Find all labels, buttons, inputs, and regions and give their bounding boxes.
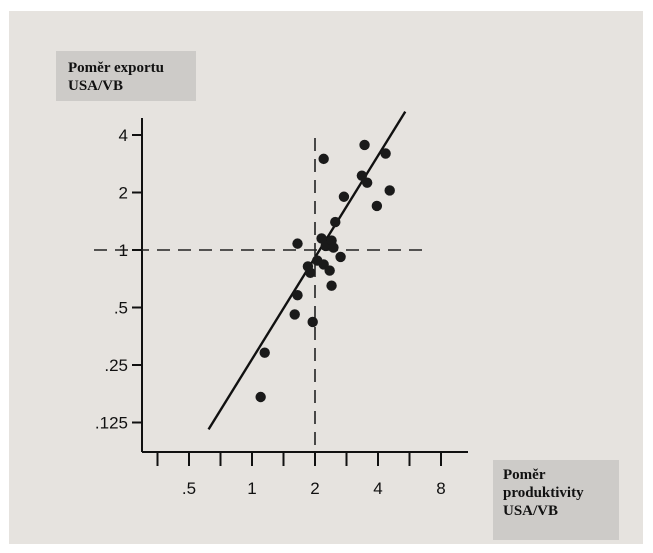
data-point: [380, 148, 391, 159]
y-tick-label: .125: [95, 414, 128, 433]
y-tick-label: .5: [114, 299, 128, 318]
data-point: [328, 242, 339, 253]
y-axis-label-box: Poměr exportu USA/VB: [56, 51, 196, 101]
data-point: [330, 216, 341, 228]
x-tick-label: 4: [373, 479, 382, 498]
reference-lines: [94, 138, 428, 452]
data-point: [307, 316, 318, 328]
y-tick-label: 4: [119, 126, 128, 145]
x-axis-label-line-2: produktivity: [503, 485, 584, 501]
data-point: [324, 265, 335, 276]
data-point: [259, 347, 270, 358]
y-axis-label-line-1: Poměr exportu: [68, 60, 164, 76]
x-axis-label-box: Poměr produktivity USA/VB: [493, 460, 619, 540]
y-axis-label-line-2: USA/VB: [68, 78, 124, 94]
data-point: [318, 153, 329, 165]
data-point: [356, 170, 368, 181]
data-point: [289, 309, 300, 320]
data-point: [338, 191, 350, 202]
data-point: [305, 267, 316, 278]
data-point: [361, 177, 373, 188]
data-point: [292, 289, 303, 301]
x-axis-label-line-1: Poměr: [503, 467, 546, 483]
data-point: [371, 200, 383, 212]
data-point: [384, 185, 395, 196]
data-points: [255, 139, 395, 403]
data-point: [255, 391, 266, 403]
y-tick-label: .25: [104, 356, 128, 375]
data-point: [326, 280, 337, 291]
data-point: [292, 238, 303, 249]
axes: [141, 118, 468, 453]
y-tick-label: 1: [119, 241, 128, 260]
y-tick-label: 2: [119, 184, 128, 203]
x-tick-label: .5: [182, 479, 196, 498]
ticks: .125 .25 .5 1 2 4 .5 1 2 4 8: [95, 126, 446, 498]
data-point: [359, 139, 370, 151]
x-axis-label-line-3: USA/VB: [503, 503, 559, 519]
x-tick-label: 8: [436, 479, 445, 498]
x-tick-label: 1: [247, 479, 256, 498]
data-point: [335, 251, 346, 263]
x-tick-label: 2: [310, 479, 319, 498]
